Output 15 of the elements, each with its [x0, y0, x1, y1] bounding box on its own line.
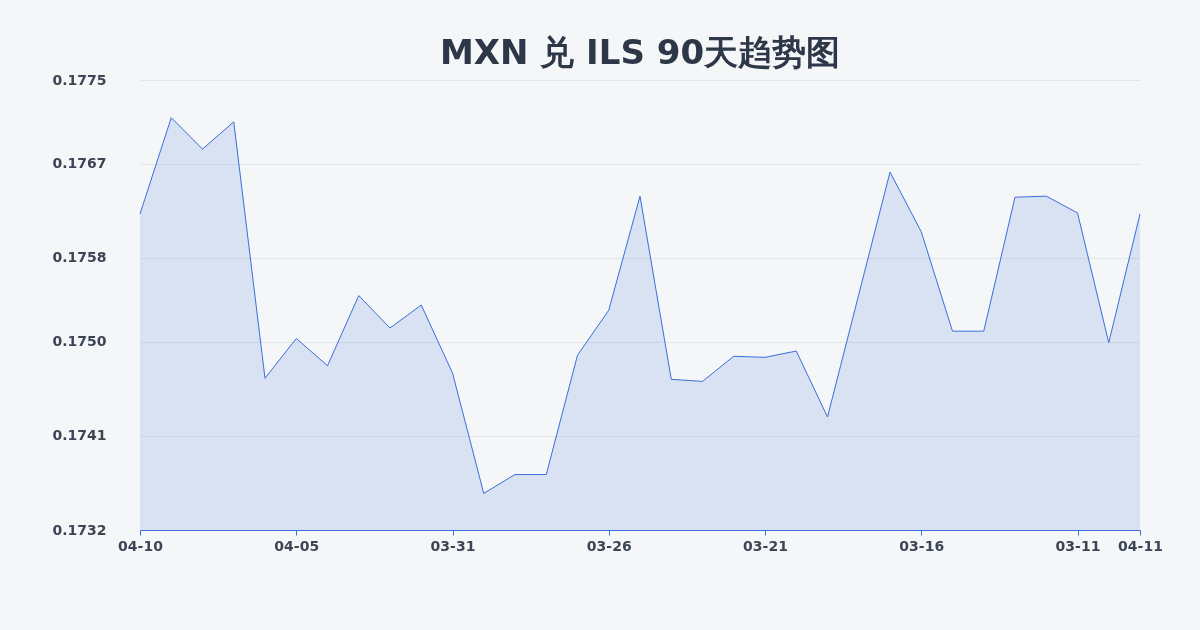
x-tick-label: 03-26 — [586, 537, 632, 554]
x-tick-label: 03-31 — [430, 537, 476, 554]
x-tick-label: 04-10 — [118, 537, 164, 554]
y-tick-label: 0.1767 — [52, 155, 107, 172]
y-tick-label: 0.1758 — [52, 249, 107, 266]
x-tick-label: 03-21 — [743, 537, 788, 554]
x-tick-label: 03-11 — [1055, 537, 1101, 554]
chart-title: MXN 兑 ILS 90天趋势图 — [439, 32, 841, 72]
y-tick-label: 0.1741 — [52, 427, 107, 444]
x-tick-label: 03-16 — [899, 537, 945, 554]
x-tick-label: 04-05 — [274, 537, 320, 554]
y-tick-label: 0.1732 — [52, 521, 107, 538]
y-tick-label: 0.1775 — [52, 71, 107, 88]
y-tick-label: 0.1750 — [52, 333, 107, 350]
x-tick-label: 04-11 — [1118, 537, 1163, 554]
